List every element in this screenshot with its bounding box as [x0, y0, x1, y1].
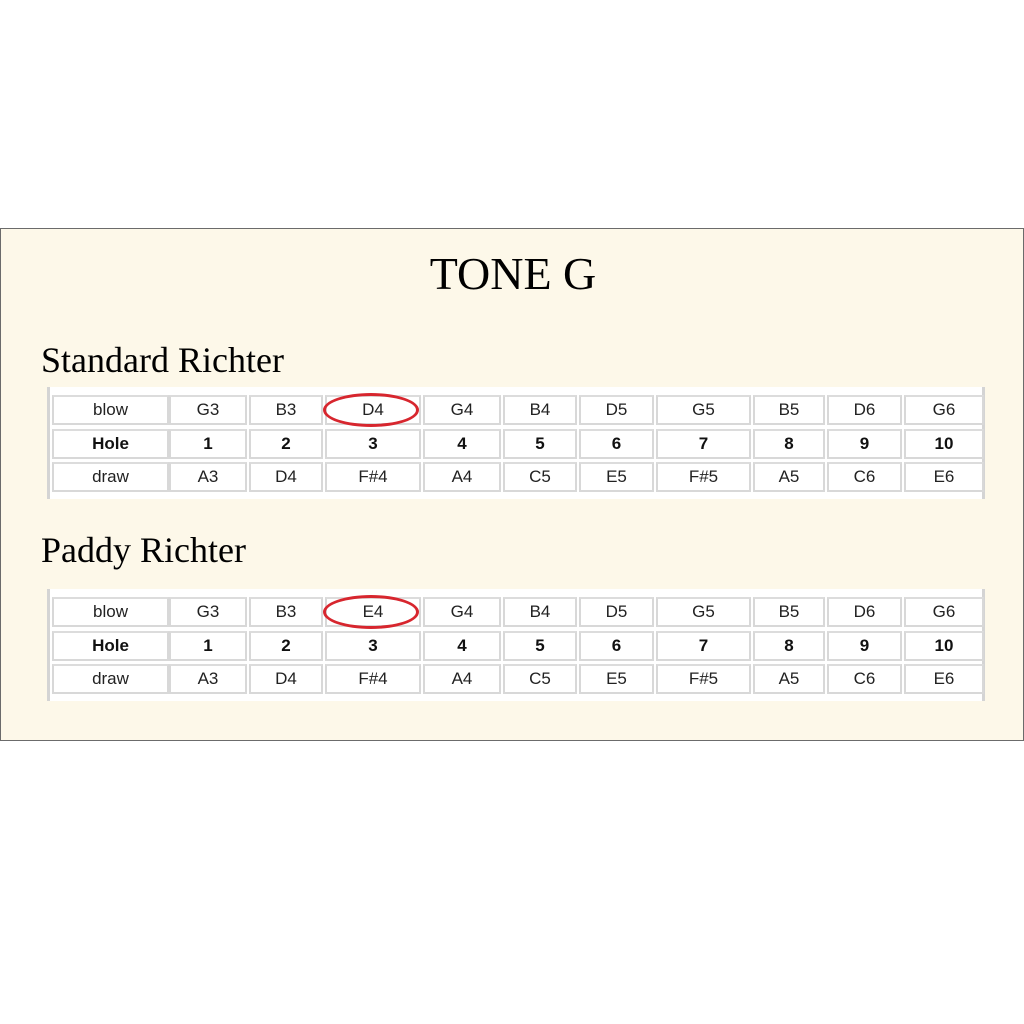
- draw-cell-9: C6: [827, 664, 902, 694]
- draw-cell-4: A4: [423, 462, 501, 492]
- paddy-richter-table: blow G3 B3 E4 G4 B4 D5 G5 B5 D6 G6 Hole 1 2 3 4 5 6 7 8 9 10 d…: [47, 589, 985, 701]
- blow-cell-8: B5: [753, 597, 825, 627]
- draw-cell-8: A5: [753, 664, 825, 694]
- hole-cell-1: 1: [169, 631, 247, 661]
- draw-cell-3: F#4: [325, 664, 421, 694]
- blow-row-label: blow: [52, 395, 169, 425]
- standard-richter-table: blow G3 B3 D4 G4 B4 D5 G5 B5 D6 G6 Hole 1 2 3 4 5 6 7 8 9 10 d…: [47, 387, 985, 499]
- draw-cell-1: A3: [169, 664, 247, 694]
- hole-cell-8: 8: [753, 631, 825, 661]
- draw-cell-2: D4: [249, 664, 323, 694]
- blow-cell-6: D5: [579, 395, 654, 425]
- standard-richter-heading: Standard Richter: [41, 340, 284, 380]
- tone-chart-panel: TONE G Standard Richter blow G3 B3 D4 G4 B4 D5…: [0, 228, 1024, 741]
- blow-cell-2: B3: [249, 597, 323, 627]
- blow-cell-7: G5: [656, 597, 751, 627]
- hole-cell-7: 7: [656, 429, 751, 459]
- draw-row-label: draw: [52, 462, 169, 492]
- blow-cell-4: G4: [423, 395, 501, 425]
- blow-cell-9: D6: [827, 597, 902, 627]
- hole-cell-4: 4: [423, 631, 501, 661]
- blow-cell-6: D5: [579, 597, 654, 627]
- hole-cell-2: 2: [249, 631, 323, 661]
- draw-cell-10: E6: [904, 664, 984, 694]
- hole-cell-7: 7: [656, 631, 751, 661]
- hole-cell-6: 6: [579, 631, 654, 661]
- draw-cell-6: E5: [579, 664, 654, 694]
- blow-cell-2: B3: [249, 395, 323, 425]
- blow-row-label: blow: [52, 597, 169, 627]
- draw-cell-6: E5: [579, 462, 654, 492]
- draw-cell-10: E6: [904, 462, 984, 492]
- blow-cell-1: G3: [169, 597, 247, 627]
- paddy-richter-heading: Paddy Richter: [41, 530, 246, 570]
- hole-cell-3: 3: [325, 631, 421, 661]
- blow-cell-5: B4: [503, 597, 577, 627]
- draw-cell-8: A5: [753, 462, 825, 492]
- blow-cell-10: G6: [904, 395, 984, 425]
- draw-cell-5: C5: [503, 462, 577, 492]
- hole-cell-8: 8: [753, 429, 825, 459]
- hole-cell-5: 5: [503, 429, 577, 459]
- draw-cell-2: D4: [249, 462, 323, 492]
- blow-cell-5: B4: [503, 395, 577, 425]
- blow-cell-8: B5: [753, 395, 825, 425]
- draw-cell-7: F#5: [656, 664, 751, 694]
- blow-cell-10: G6: [904, 597, 984, 627]
- hole-cell-6: 6: [579, 429, 654, 459]
- hole-cell-1: 1: [169, 429, 247, 459]
- hole-cell-9: 9: [827, 429, 902, 459]
- blow-cell-1: G3: [169, 395, 247, 425]
- blow-cell-7: G5: [656, 395, 751, 425]
- hole-cell-2: 2: [249, 429, 323, 459]
- blow-cell-4: G4: [423, 597, 501, 627]
- blow-cell-3: D4: [325, 395, 421, 425]
- hole-cell-10: 10: [904, 631, 984, 661]
- hole-cell-4: 4: [423, 429, 501, 459]
- draw-cell-4: A4: [423, 664, 501, 694]
- hole-cell-5: 5: [503, 631, 577, 661]
- blow-cell-9: D6: [827, 395, 902, 425]
- hole-cell-3: 3: [325, 429, 421, 459]
- hole-cell-10: 10: [904, 429, 984, 459]
- draw-cell-5: C5: [503, 664, 577, 694]
- draw-cell-7: F#5: [656, 462, 751, 492]
- hole-cell-9: 9: [827, 631, 902, 661]
- hole-row-label: Hole: [52, 429, 169, 459]
- draw-cell-3: F#4: [325, 462, 421, 492]
- page-title: TONE G: [429, 248, 597, 299]
- draw-cell-1: A3: [169, 462, 247, 492]
- draw-cell-9: C6: [827, 462, 902, 492]
- hole-row-label: Hole: [52, 631, 169, 661]
- draw-row-label: draw: [52, 664, 169, 694]
- blow-cell-3: E4: [325, 597, 421, 627]
